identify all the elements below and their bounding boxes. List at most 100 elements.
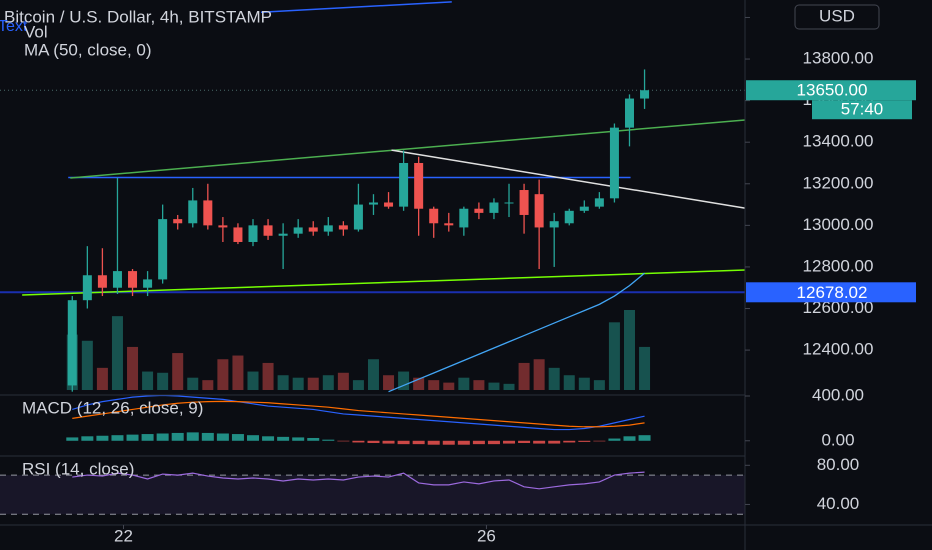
candle-body [519,190,529,215]
candle-body [233,227,243,242]
volume-bar [172,353,184,390]
candle-body [489,202,499,213]
candle-body [564,210,574,224]
volume-bar [623,310,635,390]
price-label-box [746,80,916,101]
y-tick-label: 0.00 [821,430,854,449]
currency-button-frame[interactable] [794,4,880,30]
candle-body [97,275,107,288]
volume-bar [202,380,214,390]
macd-histogram-bar [262,436,275,441]
candle-body [399,162,409,207]
candle-body [82,275,92,301]
macd-histogram-bar [186,432,199,441]
macd-histogram-bar [548,440,561,444]
candle-body [640,90,650,99]
candle-body [203,200,213,226]
volume-bar [157,372,169,390]
candle-body [263,225,273,236]
macd-histogram-bar [412,440,425,445]
candle-body [368,202,378,205]
macd-histogram-bar [231,434,244,441]
y-tick-label: 40.00 [817,494,860,513]
volume-bar [187,377,199,390]
volume-bar [608,322,620,390]
volume-bar [639,346,651,390]
volume-bar [593,380,605,390]
macd-histogram-bar [292,437,305,441]
macd-histogram-bar [277,436,290,441]
volume-bar [111,316,123,390]
candle-body [504,202,514,204]
candle-body [474,208,484,213]
volume-bar [413,377,425,390]
y-tick-label: 12800.00 [803,256,874,275]
macd-histogram-bar [593,440,606,442]
volume-bar [307,377,319,390]
volume-bar [548,367,560,390]
candle-body [128,271,138,288]
volume-bar [367,359,379,390]
macd-histogram-bar [352,440,365,443]
volume-bar [503,383,515,390]
candle-body [143,279,153,288]
candle-body [293,227,303,234]
indicator-label: RSI (14, close) [22,459,134,478]
macd-histogram-bar [126,434,139,441]
legend: Bitcoin / U.S. Dollar, 4h, BITSTAMP Text… [0,7,272,478]
volume-bar [96,367,108,390]
indicator-label: Vol [24,22,48,41]
macd-histogram-bar [638,435,651,441]
macd-line [72,400,645,428]
macd-histogram-bar [141,434,154,441]
candle-body [173,219,183,224]
y-tick-label: 400.00 [812,385,864,404]
trendline [260,1,452,14]
macd-histogram-bar [503,440,516,444]
candle-body [579,206,589,211]
countdown: 57:40 [841,100,884,119]
y-tick-label: 13800.00 [803,49,874,68]
x-tick-label: 22 [114,526,133,545]
macd-histogram-bar [322,439,335,441]
volume-bar [322,375,334,390]
macd-histogram-bar [81,436,94,441]
candle-body [338,225,348,230]
candle-body [353,204,363,230]
candle-body [218,225,228,228]
volume-bar [398,371,410,390]
candle-body [429,208,439,224]
macd-histogram-bar [533,440,546,444]
macd-histogram-bar [382,440,395,444]
volume-bar [292,377,304,390]
candle-body [308,227,318,232]
moving-average [388,272,645,393]
currency-label[interactable]: USD [819,6,855,25]
candle-body [624,98,634,128]
macd-histogram-bar [247,435,260,441]
candle-body [444,223,454,226]
indicator-label: MA (50, close, 0) [24,40,152,59]
currency-button[interactable]: USD [794,4,880,30]
candle-body [188,200,198,224]
volume-bar [518,362,530,390]
volume-bar [473,380,485,390]
volume-bar [443,382,455,390]
candle-body [278,233,288,236]
macd-histogram-bar [608,438,621,441]
volume-bar [488,382,500,390]
volume-bar [383,375,395,390]
y-tick-label: 13400.00 [803,132,874,151]
macd-line [72,394,645,431]
volume-bar [247,371,259,390]
macd-histogram-bar [457,440,470,445]
trendline [391,149,746,209]
drawing-text: Text [0,18,28,35]
price-label: 12678.02 [797,283,868,302]
volume-bar [277,375,289,390]
macd-histogram-bar [171,432,184,441]
macd-histogram-bar [201,432,214,441]
y-tick-label: 12600.00 [803,298,874,317]
volume-bar [428,380,440,390]
volume-bar [563,375,575,390]
